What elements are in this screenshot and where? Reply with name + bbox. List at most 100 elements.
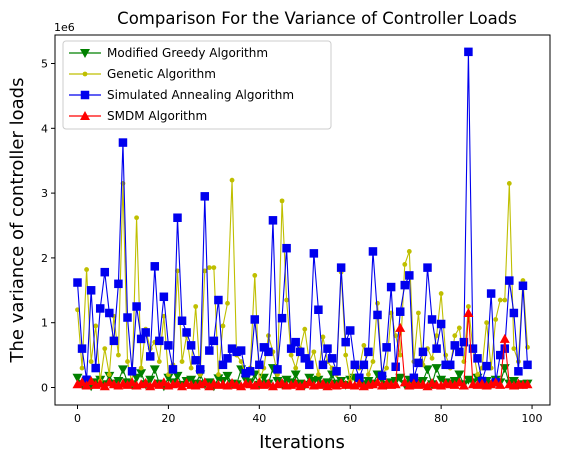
data-point (459, 337, 469, 347)
data-point (525, 344, 530, 350)
data-point (506, 180, 512, 186)
data-point (232, 347, 241, 357)
data-point (399, 377, 410, 387)
data-point (395, 373, 406, 383)
x-tick-label: 80 (434, 412, 448, 425)
data-point (291, 337, 300, 347)
data-point (114, 279, 123, 289)
data-point (268, 216, 278, 225)
data-point (395, 307, 405, 316)
y-axis-title: The variance of controller loads (7, 78, 28, 364)
data-point (302, 326, 308, 332)
data-point (134, 215, 139, 221)
data-point (117, 365, 128, 375)
data-point (386, 282, 396, 292)
data-point (141, 328, 150, 337)
legend: Modified Greedy Algorithm Genetic Algorit… (62, 40, 332, 130)
legend-marker (80, 49, 90, 58)
data-point (277, 313, 287, 323)
data-point (86, 286, 96, 295)
y-tick-label: 5 (41, 58, 48, 71)
data-point (422, 365, 433, 375)
data-point (436, 319, 446, 329)
data-point (149, 365, 160, 375)
data-point (73, 278, 82, 287)
data-point (455, 347, 464, 357)
data-point (441, 360, 450, 370)
data-point (311, 349, 317, 355)
legend-marker (82, 71, 88, 77)
plot-area (72, 47, 533, 392)
x-axis: 0 20 40 60 80 100 (74, 405, 543, 425)
data-point (158, 377, 169, 387)
data-point (250, 315, 260, 324)
data-point (377, 371, 387, 381)
data-point (81, 380, 92, 390)
data-point (361, 342, 367, 348)
data-point (122, 379, 133, 389)
data-point (127, 377, 138, 387)
data-point (199, 377, 210, 387)
data-point (93, 323, 99, 329)
data-point (150, 262, 160, 271)
data-point (109, 336, 119, 346)
data-point (204, 381, 215, 391)
data-point (255, 360, 264, 370)
y-tick-label: 4 (41, 122, 48, 135)
data-point (116, 352, 121, 358)
data-point (264, 347, 273, 357)
data-point (131, 373, 142, 383)
data-point (195, 365, 205, 374)
data-point (206, 265, 212, 271)
data-point (229, 177, 235, 183)
data-point (372, 377, 383, 387)
data-point (95, 304, 105, 313)
data-point (345, 326, 355, 335)
data-point (422, 381, 433, 391)
y-tick-label: 1 (41, 317, 48, 330)
data-point (205, 346, 214, 355)
data-point (84, 267, 89, 272)
x-tick-label: 0 (74, 412, 81, 425)
legend-label: Simulated Annealing Algorithm (107, 88, 294, 102)
data-point (505, 276, 514, 285)
data-point (145, 352, 155, 361)
data-point (499, 333, 510, 343)
data-point (105, 308, 114, 318)
data-point (186, 341, 196, 350)
data-point (314, 305, 323, 314)
data-point (286, 344, 296, 353)
data-point (218, 360, 228, 370)
data-point (156, 359, 162, 364)
data-point (434, 333, 439, 339)
data-point (163, 373, 174, 383)
data-point (102, 346, 108, 352)
data-point (88, 359, 94, 364)
data-point (173, 213, 182, 222)
series-line-2 (76, 180, 529, 385)
data-point (213, 374, 224, 384)
data-point (409, 373, 419, 383)
data-point (179, 359, 185, 364)
data-point (331, 380, 342, 390)
data-point (316, 372, 321, 377)
data-point (456, 325, 462, 331)
data-point (355, 373, 364, 383)
data-point (238, 359, 244, 364)
data-point (82, 375, 91, 384)
data-point (364, 347, 373, 357)
data-point (397, 352, 403, 358)
data-point (145, 375, 156, 385)
data-point (222, 380, 233, 390)
data-point (241, 368, 250, 378)
series-3 (73, 47, 532, 387)
data-point (493, 317, 499, 322)
data-point (200, 192, 210, 201)
legend-entry-4: SMDM Algorithm (69, 109, 207, 123)
legend-label: SMDM Algorithm (107, 109, 207, 123)
data-point (350, 360, 360, 370)
data-point (236, 346, 246, 355)
data-point (343, 352, 349, 358)
data-point (391, 362, 400, 372)
